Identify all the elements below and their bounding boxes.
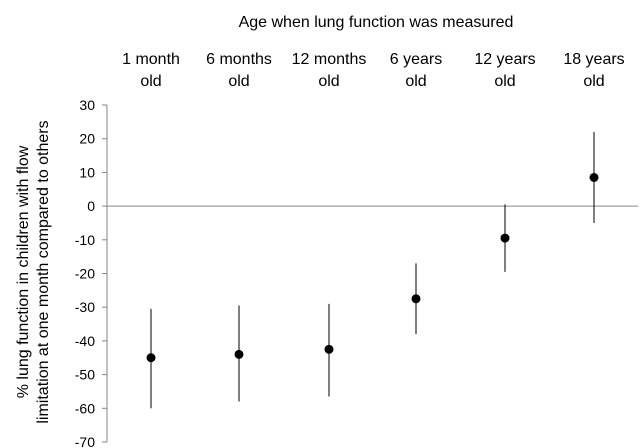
data-point <box>412 294 421 303</box>
y-tick-label: 0 <box>87 198 95 214</box>
y-tick-label: -10 <box>75 232 95 248</box>
category-labels: 1 month old 6 months old 12 months old 6 years… <box>122 51 625 90</box>
y-tick-label: -20 <box>75 266 95 282</box>
category-label: 12 months <box>292 51 367 68</box>
y-tick-label: 10 <box>79 164 95 180</box>
y-tick-label: -50 <box>75 367 95 383</box>
data-point <box>501 234 510 243</box>
y-axis-label-line-2: limitation at one month compared to othe… <box>35 120 52 423</box>
y-tick-label: -70 <box>75 434 95 448</box>
category-label: old <box>583 73 604 90</box>
category-label: 1 month <box>122 51 180 68</box>
y-ticks: 30 20 10 0 -10 -20 -30 -40 -50 -60 -70 <box>75 97 107 448</box>
y-axis-label: % lung function in children with flow li… <box>15 120 52 423</box>
y-tick-label: -40 <box>75 333 95 349</box>
chart-title: Age when lung function was measured <box>239 14 514 31</box>
category-label: 6 months <box>206 51 272 68</box>
category-label: old <box>494 73 515 90</box>
category-label: old <box>228 73 249 90</box>
data-point <box>147 353 156 362</box>
category-label: old <box>405 73 426 90</box>
data-point <box>590 173 599 182</box>
error-bars <box>151 132 594 408</box>
data-point <box>325 345 334 354</box>
category-label: 18 years <box>563 51 624 68</box>
category-label: 12 years <box>474 51 535 68</box>
y-tick-label: 20 <box>79 131 95 147</box>
y-tick-label: -60 <box>75 400 95 416</box>
data-point <box>235 350 244 359</box>
category-label: old <box>140 73 161 90</box>
y-axis-label-line-1: % lung function in children with flow <box>15 145 32 398</box>
data-points <box>147 173 599 362</box>
y-tick-label: 30 <box>79 97 95 113</box>
y-tick-label: -30 <box>75 299 95 315</box>
category-label: 6 years <box>390 51 442 68</box>
category-label: old <box>318 73 339 90</box>
